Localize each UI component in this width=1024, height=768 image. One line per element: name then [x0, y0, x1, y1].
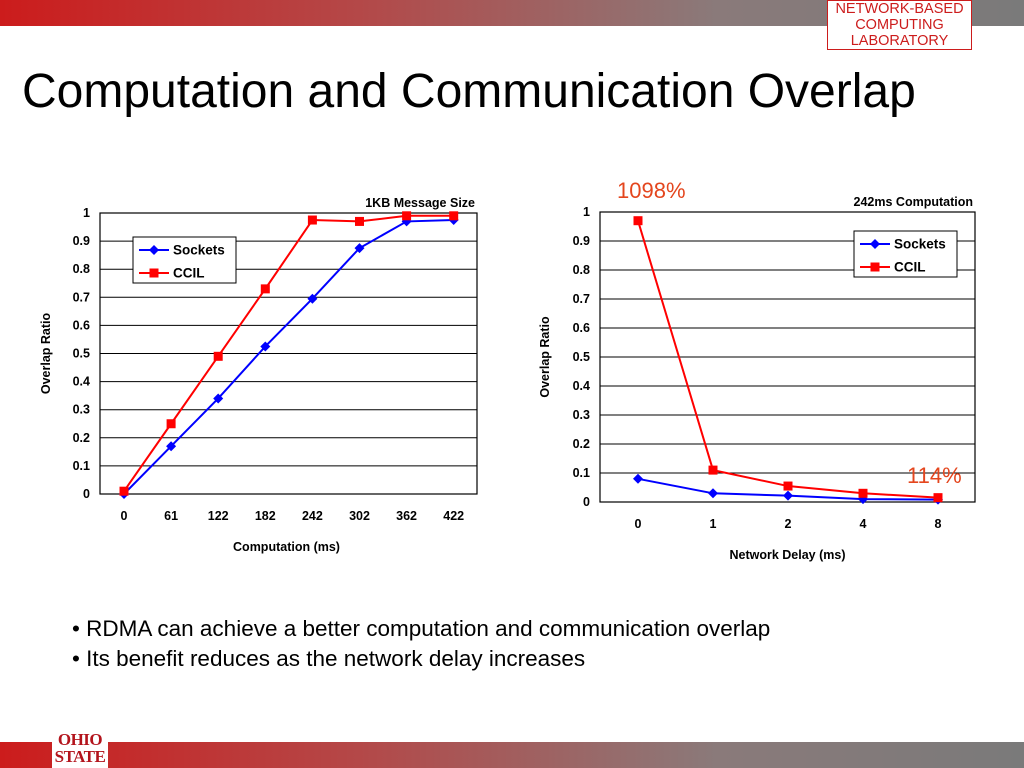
data-point-sockets	[354, 243, 365, 254]
x-tick-label: 302	[349, 509, 370, 523]
data-point-sockets	[213, 393, 224, 404]
plot-frame	[99, 212, 478, 495]
data-point-ccil	[933, 493, 943, 503]
y-tick-label: 0.7	[73, 290, 90, 304]
x-tick-label: 242	[302, 509, 323, 523]
ohio-state-logo: OHIO STATE	[52, 728, 108, 768]
bottom-banner	[0, 742, 1024, 768]
series-line-sockets	[123, 219, 454, 495]
y-tick-label: 0.2	[573, 437, 590, 451]
y-tick-label: 0.6	[573, 321, 590, 335]
y-tick-label: 1	[583, 205, 590, 219]
x-tick-label: 0	[635, 517, 642, 531]
y-tick-label: 0.9	[73, 234, 90, 248]
y-tick-label: 0.7	[573, 292, 590, 306]
y-axis-label: Overlap Ratio	[538, 316, 552, 398]
legend-marker-ccil	[870, 262, 880, 272]
data-point-ccil	[119, 486, 129, 496]
chart-title: 242ms Computation	[854, 195, 973, 209]
data-point-ccil	[633, 216, 643, 226]
y-tick-label: 0.5	[573, 350, 590, 364]
data-point-ccil	[166, 419, 176, 429]
data-point-ccil	[402, 211, 412, 221]
x-tick-label: 61	[164, 509, 178, 523]
y-tick-label: 0.4	[573, 379, 590, 393]
y-tick-label: 0.8	[73, 262, 90, 276]
data-point-sockets	[260, 341, 271, 352]
legend: Sockets CCIL	[853, 230, 958, 278]
x-tick-label: 0	[121, 509, 128, 523]
data-point-sockets	[633, 473, 643, 484]
x-axis-label: Computation (ms)	[233, 540, 340, 554]
legend-marker-sockets	[149, 245, 159, 255]
legend-label-sockets: Sockets	[894, 237, 946, 252]
data-point-ccil	[449, 211, 459, 221]
lab-logo: NETWORK-BASED COMPUTING LABORATORY	[827, 0, 972, 50]
y-tick-label: 1	[83, 206, 90, 220]
y-axis-label: Overlap Ratio	[39, 313, 53, 395]
data-point-sockets	[307, 293, 318, 304]
data-point-sockets	[708, 488, 718, 499]
data-point-ccil	[858, 488, 868, 498]
legend-marker-sockets	[870, 239, 880, 249]
legend-label-sockets: Sockets	[173, 243, 225, 258]
x-tick-label: 2	[785, 517, 792, 531]
y-tick-label: 0.3	[573, 408, 590, 422]
data-point-ccil	[708, 465, 718, 475]
y-tick-label: 0.2	[73, 431, 90, 445]
x-tick-label: 362	[396, 509, 417, 523]
y-tick-label: 0.1	[573, 466, 590, 480]
osu-logo-line-2: STATE	[54, 747, 106, 766]
bullet-item: • RDMA can achieve a better computation …	[72, 616, 771, 641]
y-tick-label: 0.3	[73, 403, 90, 417]
x-tick-label: 182	[255, 509, 276, 523]
bullet-item: • Its benefit reduces as the network del…	[72, 646, 586, 671]
y-tick-label: 0.1	[73, 459, 90, 473]
lab-logo-line-1: NETWORK-BASED	[835, 1, 964, 17]
page-title: Computation and Communication Overlap	[22, 65, 916, 118]
data-point-ccil	[213, 351, 223, 361]
data-point-ccil	[260, 284, 270, 294]
data-point-ccil	[783, 481, 793, 491]
y-tick-label: 0	[583, 495, 590, 509]
chart-title: 1KB Message Size	[365, 196, 475, 210]
data-point-ccil	[355, 216, 364, 226]
y-tick-label: 0.9	[573, 234, 590, 248]
legend: Sockets CCIL	[132, 236, 237, 284]
data-point-sockets	[166, 441, 177, 452]
annotation-1098-percent: 1098%	[617, 178, 686, 203]
data-point-sockets	[783, 490, 793, 501]
y-tick-label: 0.5	[73, 347, 90, 361]
annotation-114-percent: 114%	[907, 463, 962, 488]
plot-frame	[599, 211, 976, 503]
y-tick-label: 0	[83, 487, 90, 501]
legend-label-ccil: CCIL	[173, 266, 205, 281]
data-point-ccil	[307, 215, 317, 225]
y-tick-label: 0.8	[573, 263, 590, 277]
y-tick-label: 0.6	[73, 318, 90, 332]
x-tick-label: 1	[710, 517, 717, 531]
lab-logo-line-2: COMPUTING	[855, 17, 944, 33]
osu-logo-line-1: OHIO	[57, 730, 103, 749]
x-tick-label: 8	[935, 517, 942, 531]
y-tick-label: 0.4	[73, 375, 90, 389]
x-axis-label: Network Delay (ms)	[729, 548, 845, 562]
series-line-ccil	[123, 214, 454, 492]
x-tick-label: 4	[860, 517, 867, 531]
lab-logo-line-3: LABORATORY	[850, 33, 949, 49]
x-tick-label: 422	[443, 509, 464, 523]
legend-marker-ccil	[149, 268, 159, 278]
x-tick-label: 122	[208, 509, 229, 523]
legend-label-ccil: CCIL	[894, 260, 926, 275]
bullet-list: • RDMA can achieve a better computation …	[72, 614, 770, 674]
